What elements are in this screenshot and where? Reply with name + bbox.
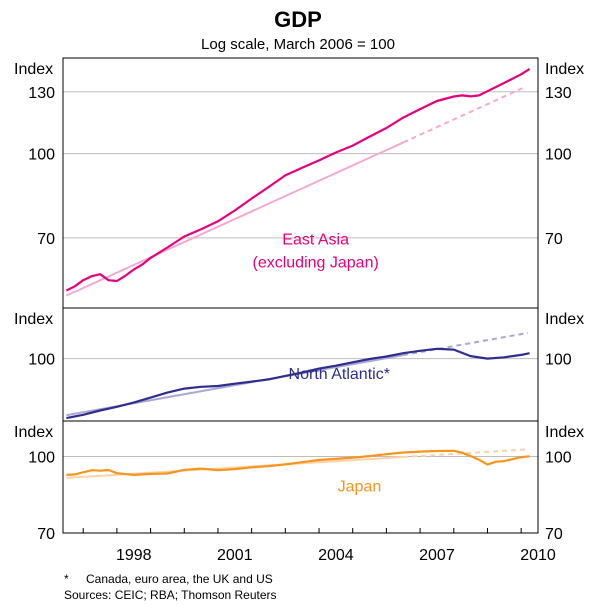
east-asia-ytick-left-100: 100 [28,147,55,164]
xtick-label-2010: 2010 [520,547,556,564]
footnote-marker: * [64,572,69,586]
japan-ytick-right-70: 70 [545,526,563,543]
north-atlantic-index-label-right: Index [545,311,584,328]
footnote: * Canada, euro area, the UK and US [64,572,273,586]
north-atlantic-series-line [66,347,530,420]
xtick-label-2007: 2007 [419,547,455,564]
chart-title: GDP [274,7,322,32]
east-asia-annotation-line-0: East Asia [282,232,349,249]
japan-ytick-left-70: 70 [37,526,55,543]
japan-ytick-right-100: 100 [545,449,572,466]
xtick-label-2001: 2001 [217,547,253,564]
east-asia-trend-line [65,141,404,297]
japan-trend-extrapolation [403,448,528,459]
east-asia-trend-extrapolation [402,86,525,144]
east-asia-series-line [65,67,531,292]
japan-ytick-left-100: 100 [28,449,55,466]
xtick-label-2004: 2004 [318,547,354,564]
east-asia-index-label-right: Index [545,61,584,78]
north-atlantic-index-label-left: Index [14,311,53,328]
footnote-text: Canada, euro area, the UK and US [86,572,273,586]
north-atlantic-annotation-line-0: North Atlantic* [289,366,390,383]
japan-index-label-left: Index [14,424,53,441]
japan-index-label-right: Index [545,424,584,441]
east-asia-annotation-line-1: (excluding Japan) [253,255,379,272]
east-asia-ytick-left-130: 130 [28,85,55,102]
japan-annotation-line-0: Japan [338,478,382,495]
east-asia-ytick-right-70: 70 [545,231,563,248]
east-asia-ytick-left-70: 70 [37,231,55,248]
east-asia-ytick-right-100: 100 [545,147,572,164]
east-asia-index-label-left: Index [14,61,53,78]
japan-trend-line [66,456,404,479]
north-atlantic-ytick-right-100: 100 [545,352,572,369]
sources-note: Sources: CEIC; RBA; Thomson Reuters [64,588,277,602]
north-atlantic-ytick-left-100: 100 [28,352,55,369]
north-atlantic-trend-extrapolation [403,331,529,357]
japan-series-line [66,449,530,476]
plot-frame [62,57,539,534]
east-asia-ytick-right-130: 130 [545,85,572,102]
chart-subtitle: Log scale, March 2006 = 100 [201,36,395,53]
xtick-label-1998: 1998 [116,547,152,564]
